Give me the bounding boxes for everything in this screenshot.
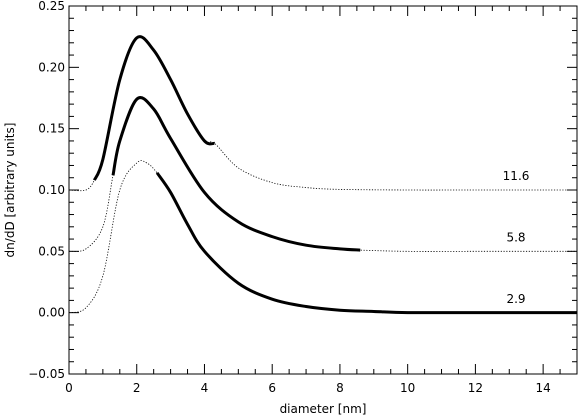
y-tick-label: −0.05 xyxy=(28,367,65,381)
series-label: 2.9 xyxy=(506,292,525,306)
series-label: 5.8 xyxy=(506,231,525,245)
x-tick-label: 0 xyxy=(65,381,73,395)
series-line-thick xyxy=(111,96,361,252)
axis-ticks xyxy=(68,5,578,375)
y-tick-label: 0.00 xyxy=(38,306,65,320)
series-line-thin xyxy=(68,97,577,252)
y-tick-label: 0.15 xyxy=(38,122,65,136)
x-tick-label: 6 xyxy=(268,381,276,395)
x-tick-label: 14 xyxy=(535,381,550,395)
y-tick-label: 0.20 xyxy=(38,60,65,74)
y-tick-label: 0.25 xyxy=(38,0,65,13)
y-axis-label: dn/dD [arbitrary units] xyxy=(3,123,17,258)
x-axis-label: diameter [nm] xyxy=(280,402,367,416)
y-tick-label: 0.05 xyxy=(38,244,65,258)
x-tick-label: 12 xyxy=(468,381,483,395)
series-line-thick xyxy=(155,171,577,315)
series-label: 11.6 xyxy=(503,169,530,183)
y-tick-label: 0.10 xyxy=(38,183,65,197)
series-line-thin xyxy=(68,160,577,314)
series-labels: 11.6 5.8 2.9 xyxy=(503,169,530,306)
series-line-thin xyxy=(68,36,577,192)
x-tick-label: 8 xyxy=(336,381,344,395)
x-tick-label: 4 xyxy=(201,381,209,395)
series-lines xyxy=(68,35,577,315)
x-tick-label: 10 xyxy=(400,381,415,395)
x-tick-label: 2 xyxy=(133,381,141,395)
tick-labels: 0 2 4 6 8 10 12 14 −0.05 0.00 0.05 0.10 0.15 0.20 0.25 xyxy=(28,0,551,395)
series-line-thick xyxy=(93,35,215,181)
